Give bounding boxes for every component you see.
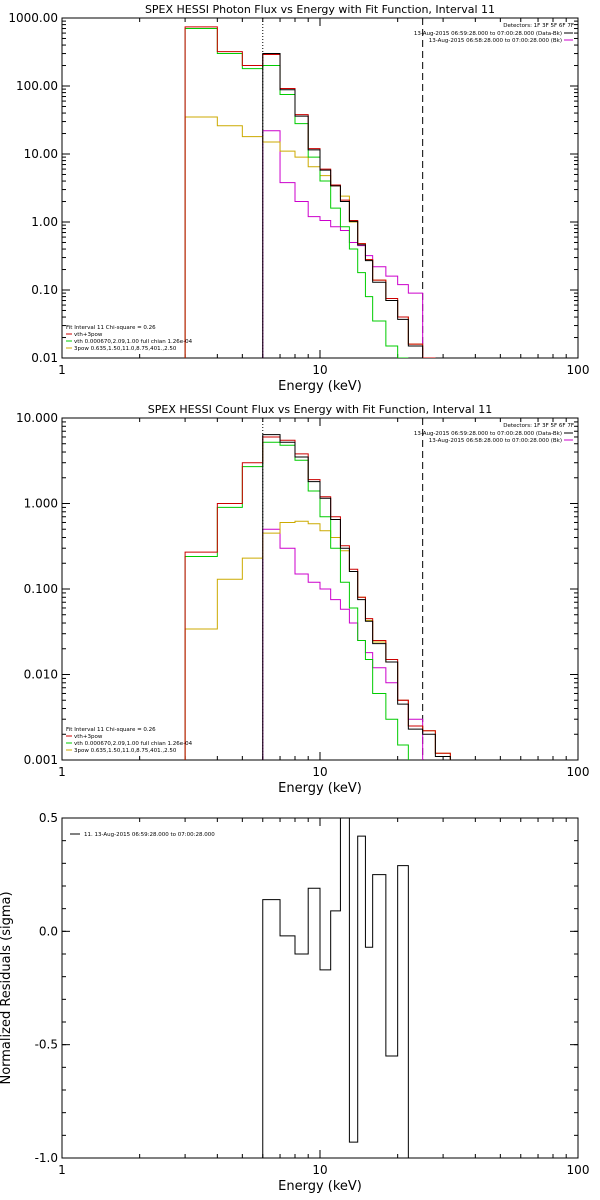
y-tick-label: 0.010 — [24, 668, 58, 682]
y-tick-label: 10.000 — [16, 411, 58, 425]
x-tick-label: 100 — [567, 1163, 590, 1177]
legend-entry: vth 0.000670,2.09,1.00 full chian 1.26e-… — [74, 741, 193, 747]
plot-frame — [61, 817, 579, 1159]
legend-entry: 3pow 0.635,1.50,11.0,8.75,401.,2.50 — [74, 346, 177, 352]
legend-entry: vth+3pow — [74, 332, 103, 338]
legend-entry: Fit Interval 11 Chi-square = 0.26 — [66, 325, 156, 331]
y-tick-label: -0.5 — [35, 1038, 58, 1052]
chart-title: SPEX HESSI Photon Flux vs Energy with Fi… — [145, 3, 495, 16]
series-group — [262, 818, 423, 1158]
legend-entry: 13-Aug-2015 06:58:28.000 to 07:00:28.000… — [429, 38, 562, 44]
series-line-3pow — [184, 520, 451, 760]
y-tick-label: 0.01 — [31, 351, 58, 365]
y-tick-label: -1.0 — [35, 1151, 58, 1165]
legend-entry: 11. 13-Aug-2015 06:59:28.000 to 07:00:28… — [84, 832, 215, 838]
x-tick-label: 1 — [58, 765, 66, 779]
legend-entry: Fit Interval 11 Chi-square = 0.26 — [66, 727, 156, 733]
y-tick-label: 0.10 — [31, 283, 58, 297]
series-line-Bk — [262, 130, 424, 358]
y-tick-label: 1000.00 — [8, 11, 58, 25]
legend-entry: 13-Aug-2015 06:58:28.000 to 07:00:28.000… — [429, 438, 562, 444]
y-tick-label: 0.100 — [24, 582, 58, 596]
legend-entry: vth+3pow — [74, 734, 103, 740]
legend-entry: 13-Aug-2015 06:59:28.000 to 07:00:28.000… — [414, 431, 562, 437]
detectors-label: Detectors: 1F 3F 5F 6F 7F — [503, 423, 574, 429]
series-line-Data-Bk — [262, 434, 451, 760]
x-tick-label: 1 — [58, 1163, 66, 1177]
chart-panel-3: 1 10 100 Energy (keV) -1.0 -0.5 0.0 0.5 Normaliz… — [0, 811, 589, 1194]
series-line-Bk — [262, 528, 424, 760]
x-axis-label: Energy (keV) — [278, 1179, 362, 1194]
chart-title: SPEX HESSI Count Flux vs Energy with Fit… — [148, 403, 492, 416]
series-line-Data-Bk — [262, 53, 424, 358]
legend-entry: 13-Aug-2015 06:59:28.000 to 07:00:28.000… — [414, 31, 562, 37]
x-tick-label: 10 — [312, 1163, 327, 1177]
y-tick-label: 0.0 — [39, 924, 58, 938]
x-tick-label: 1 — [58, 363, 66, 377]
chart-panel-2: SPEX HESSI Count Flux vs Energy with Fit… — [16, 403, 589, 796]
series-group — [184, 434, 451, 760]
legend-entry: vth 0.000670,2.09,1.00 full chian 1.26e-… — [74, 339, 193, 345]
y-tick-label: 1.000 — [24, 497, 58, 511]
y-tick-label: 0.5 — [39, 811, 58, 825]
y-tick-label: 100.00 — [16, 79, 58, 93]
series-line-vth — [184, 28, 409, 358]
x-tick-label: 100 — [567, 765, 590, 779]
series-group — [184, 26, 436, 358]
legend-entry: 3pow 0.635,1.50,11.0,8.75,401.,2.50 — [74, 748, 177, 754]
series-line-vth — [184, 441, 409, 760]
y-axis-label: Normalized Residuals (sigma) — [0, 891, 14, 1084]
detectors-label: Detectors: 1F 3F 5F 6F 7F — [503, 23, 574, 29]
y-tick-label: 0.001 — [24, 753, 58, 767]
plot-frame — [61, 17, 579, 359]
series-line-3pow — [184, 116, 436, 358]
y-tick-label: 1.00 — [31, 215, 58, 229]
x-tick-label: 10 — [312, 363, 327, 377]
series-line-11. 13-Aug-2015 06:59:28.000 to 07:00:28.000 — [262, 818, 423, 1158]
y-tick-label: 10.00 — [24, 147, 58, 161]
x-axis-label: Energy (keV) — [278, 781, 362, 796]
x-tick-label: 100 — [567, 363, 590, 377]
x-tick-label: 10 — [312, 765, 327, 779]
x-axis-label: Energy (keV) — [278, 379, 362, 394]
chart-panel-1: SPEX HESSI Photon Flux vs Energy with Fi… — [8, 3, 589, 394]
series-line-vth+3pow — [184, 436, 451, 760]
